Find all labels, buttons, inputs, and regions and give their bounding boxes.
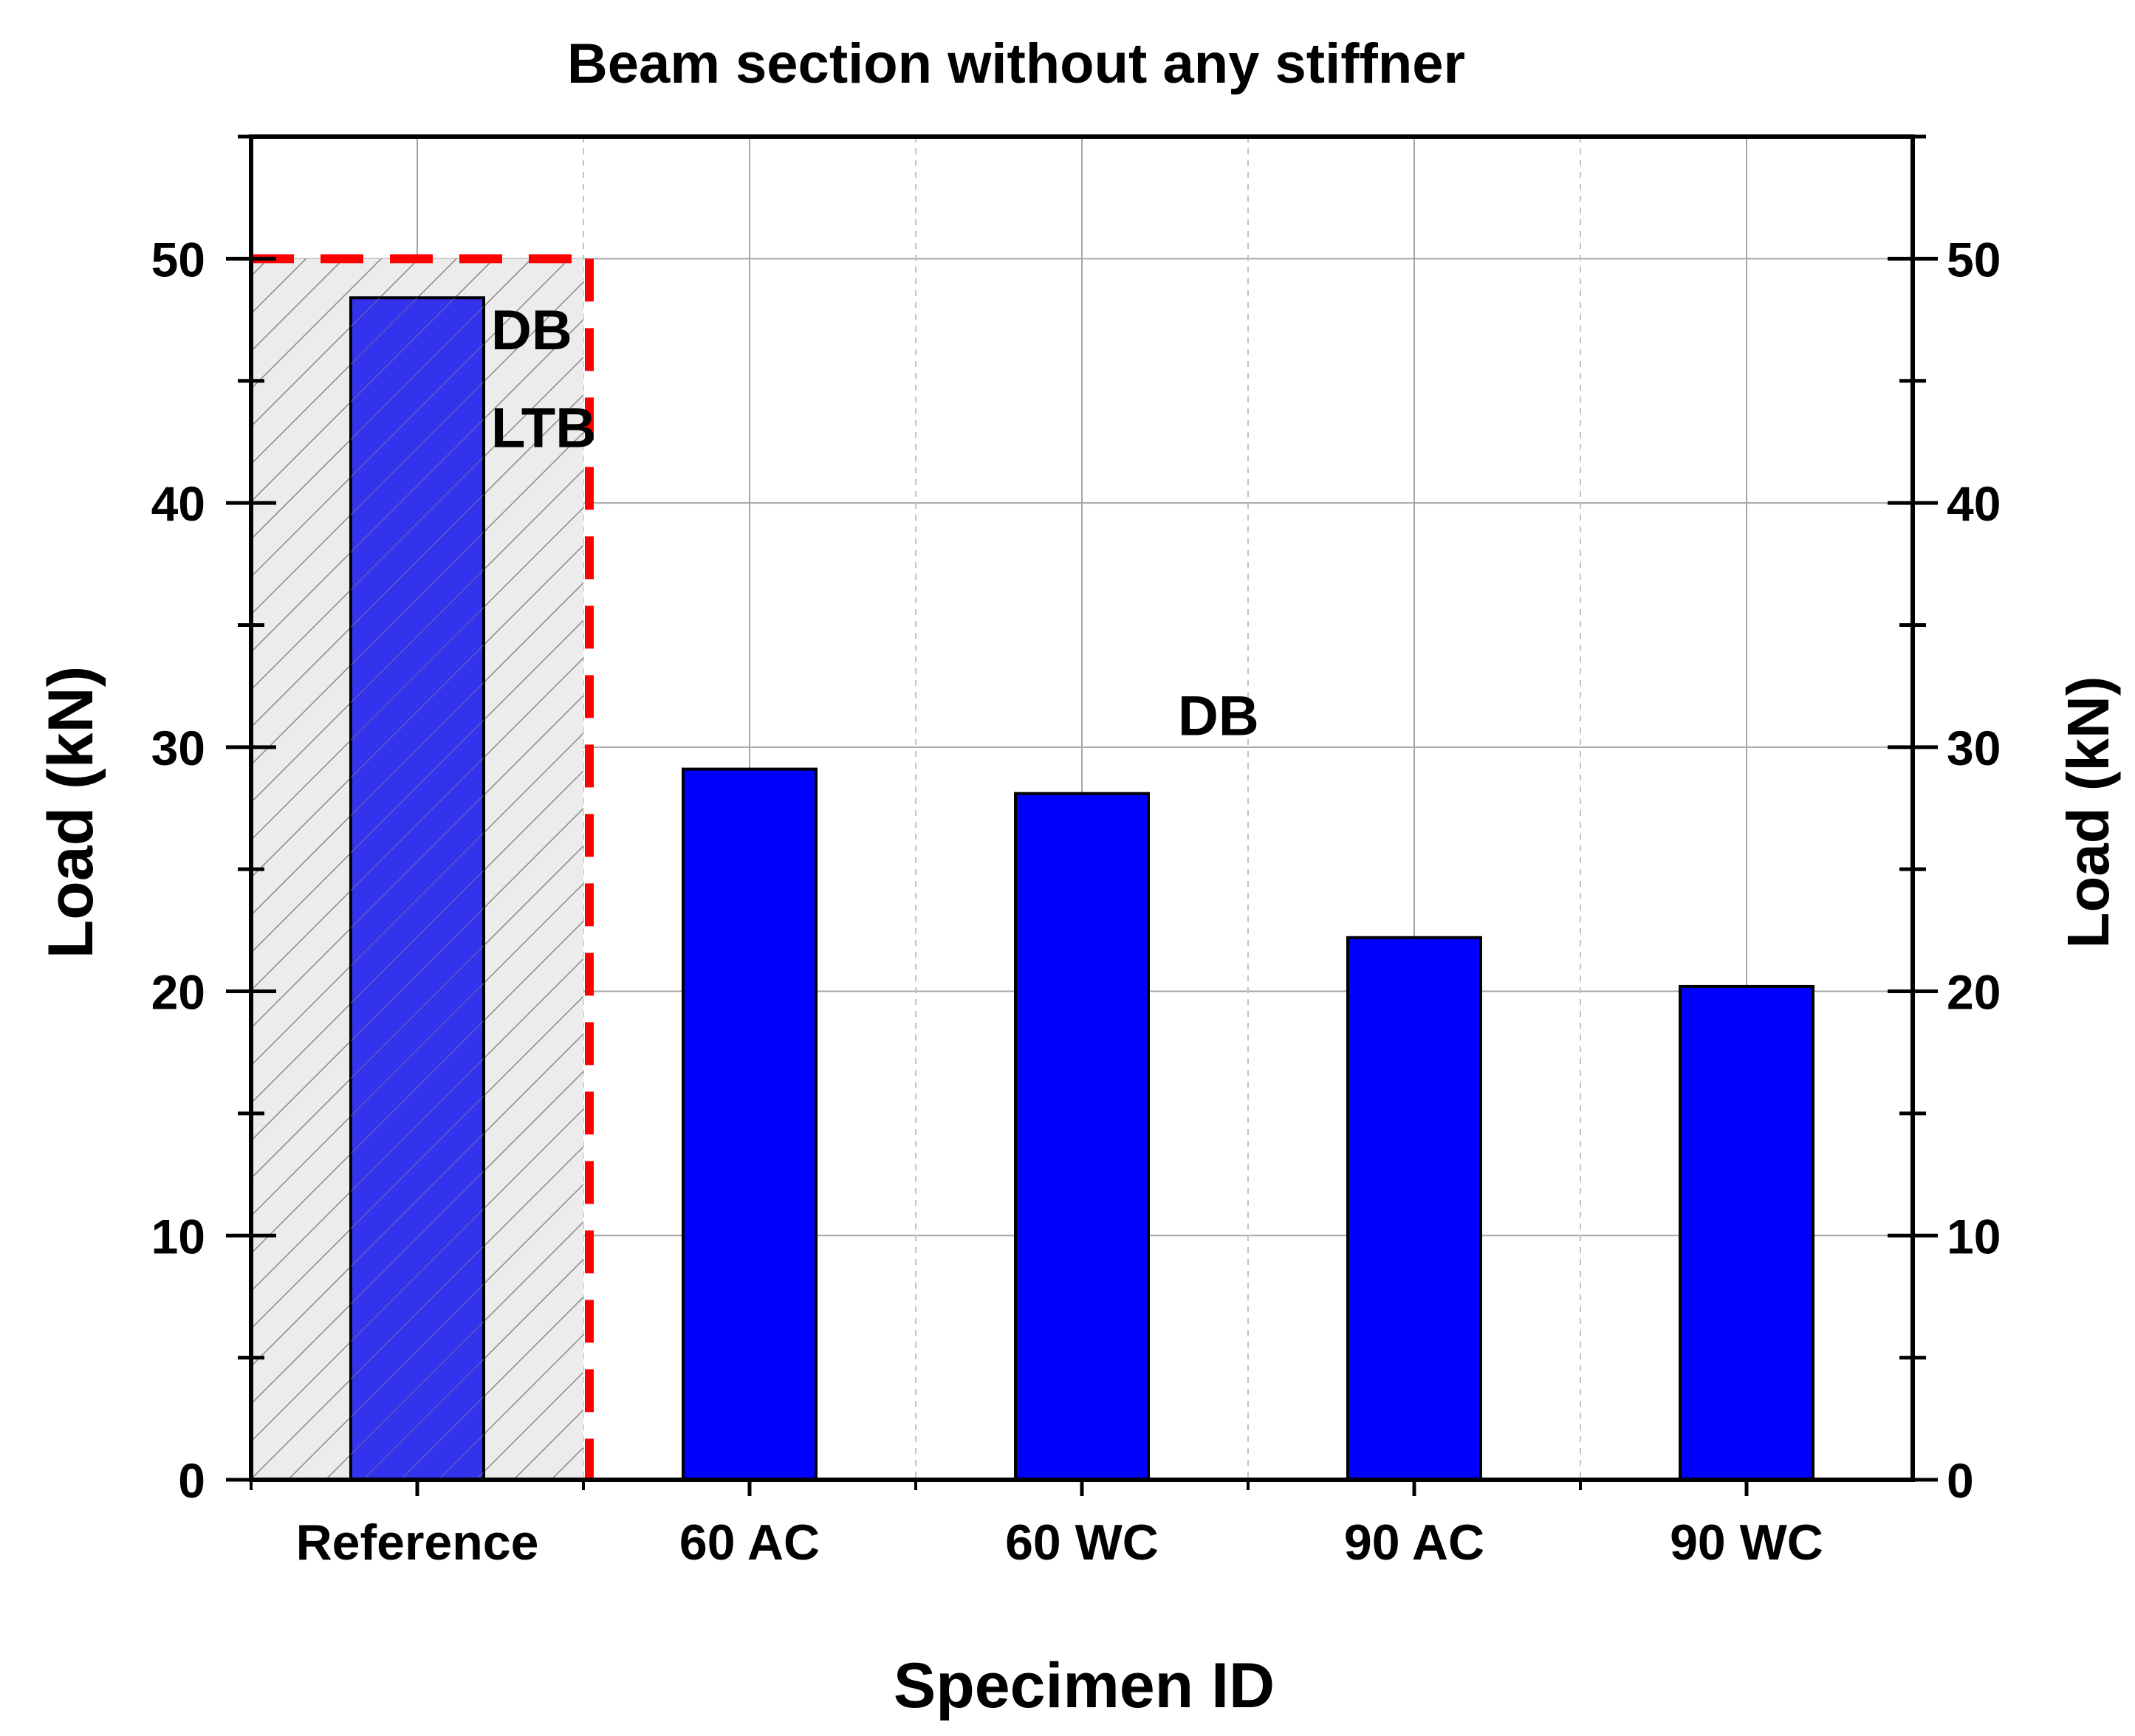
y-tick-label-left: 50	[151, 232, 205, 287]
y-tick-label-right: 50	[1947, 232, 2001, 287]
y-tick-label-right: 30	[1947, 721, 2001, 775]
x-tick-label: 60 WC	[1005, 1514, 1159, 1571]
y-axis-title-right: Load (kN)	[2055, 676, 2121, 949]
annotation-label: DB	[1178, 685, 1259, 748]
y-tick-label-right: 10	[1947, 1209, 2001, 1263]
x-tick-label: 90 WC	[1670, 1514, 1823, 1571]
y-tick-label-right: 20	[1947, 965, 2001, 1020]
y-tick-label-left: 40	[151, 476, 205, 531]
bar-60-wc	[1014, 792, 1150, 1481]
y-tick-label-left: 0	[178, 1453, 205, 1508]
annotation-label: DB	[491, 299, 572, 362]
x-axis-title: Specimen ID	[894, 1650, 1275, 1721]
bars	[349, 296, 1814, 1481]
x-tick-label: Reference	[296, 1514, 539, 1571]
bar-60-ac	[682, 767, 818, 1481]
y-tick-label-right: 0	[1947, 1453, 1974, 1508]
annotations: DB LTB DB	[491, 299, 1259, 748]
bar-90-wc	[1679, 984, 1814, 1481]
reference-bar-hatch	[351, 298, 484, 1480]
y-tick-label-left: 10	[151, 1209, 205, 1263]
y-tick-label-left: 30	[151, 721, 205, 775]
axes: 0 0 10 10 20 20 30 30 40 40 50 50 Reference 60 AC 60 W…	[151, 134, 2001, 1571]
y-tick-label-left: 20	[151, 965, 205, 1020]
y-tick-label-right: 40	[1947, 476, 2001, 531]
x-tick-label: 60 AC	[679, 1514, 820, 1571]
y-axis-title-left: Load (kN)	[35, 666, 106, 959]
x-tick-label: 90 AC	[1344, 1514, 1484, 1571]
annotation-label: LTB	[491, 397, 596, 459]
bar-90-ac	[1346, 936, 1482, 1481]
chart-title: Beam section without any stiffner	[567, 32, 1465, 95]
